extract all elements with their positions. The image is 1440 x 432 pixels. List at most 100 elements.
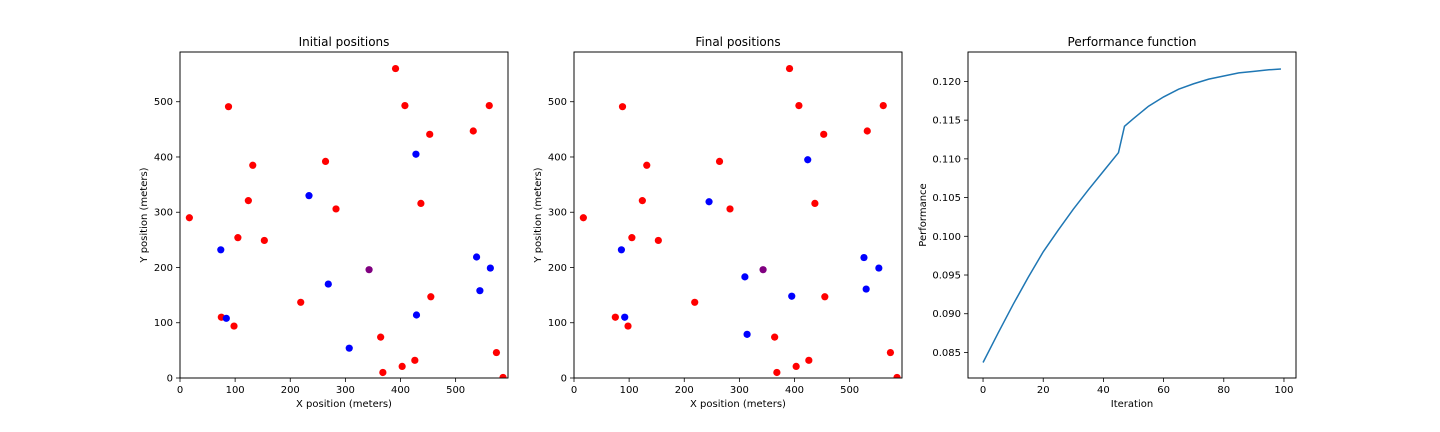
chart-0-series-0-point [426,130,434,138]
chart-0-series-0-point [260,236,268,245]
chart-1-series-0-point [654,236,662,245]
chart-2-xtick-label: 80 [1217,385,1230,396]
chart-0-series-1-point [222,314,230,322]
chart-2-marks [982,68,1281,363]
chart-0-series-0-point [332,205,340,213]
chart-1-series-1-point [621,313,629,321]
chart-0-series-0-point [379,368,387,377]
chart-2-ytick-label: 0.110 [932,154,961,165]
chart-1-series-0-point [611,313,619,321]
chart-0-series-0-point [230,322,238,330]
performance-function-panel: Performance function 0 20 40 60 80 100 0.085 0.0… [918,35,1297,410]
chart-2-ytick-label: 0.115 [932,116,961,127]
chart-0-series-0-point [427,293,435,301]
chart-2-frame [967,51,1297,379]
chart-1-series-0-point [805,356,813,364]
chart-0-series-1-point [217,246,225,254]
chart-0-xtick-label: 200 [281,385,300,396]
chart-0-series-0-point [224,103,233,111]
chart-1-series-0-point [773,368,781,377]
chart-1-plot-area [573,51,903,379]
chart-2-ylabel: Performance [918,183,929,246]
chart-1-xtick-label: 200 [675,385,694,396]
chart-0-ytick-label: 100 [154,318,173,329]
chart-1-series-0-point [785,64,794,73]
chart-1-series-0-point [624,322,632,330]
chart-2-ytick-label: 0.120 [932,77,961,88]
chart-0-series-0-point [321,157,330,166]
chart-0-series-0-point [411,356,419,364]
chart-0-series-0-point [185,214,193,222]
chart-1-series-0-point [643,161,651,169]
chart-1-ytick-label: 500 [548,97,567,108]
chart-1-series-0-point [691,298,699,306]
chart-2-plot-area [967,51,1297,379]
initial-positions-panel: Initial positions 0 100 200 300 400 500 0 100 200… [139,35,509,410]
chart-1-frame [573,51,903,379]
chart-2-ytick-label: 0.100 [932,232,961,243]
chart-0-ytick-label: 0 [167,374,173,385]
chart-0-series-0-point [297,298,305,306]
chart-2-xtick-label: 40 [1097,385,1110,396]
chart-1-series-0-point [579,214,587,222]
chart-1-ylabel: Y position (meters) [533,167,544,263]
chart-1-series-0-point [821,293,829,301]
chart-0-series-1-point [472,253,481,261]
chart-0-xtick-label: 300 [336,385,355,396]
final-positions-panel: Final positions 0 100 200 300 400 500 0 100 200 30… [533,35,903,410]
chart-2-xtick-label: 20 [1037,385,1050,396]
chart-0-series-0-point [244,197,252,205]
chart-2-series-0-line [982,68,1281,363]
chart-1-series-0-point [886,348,895,357]
chart-0-xtick-label: 0 [177,385,183,396]
chart-1-series-1-point [875,264,883,272]
chart-0-title: Initial positions [299,35,390,49]
chart-1-series-0-point [820,130,828,138]
chart-1-series-0-point [893,373,901,378]
chart-0-series-0-point [499,373,507,378]
chart-0-xlabel: X position (meters) [296,399,392,410]
chart-1-xtick-label: 500 [840,385,859,396]
chart-1-ytick-label: 300 [548,208,567,219]
chart-1-series-1-point [617,246,626,254]
chart-1-xlabel: X position (meters) [690,399,786,410]
chart-0-series-0-point [234,234,242,242]
chart-1-series-1-point [741,273,749,281]
chart-2-ytick-label: 0.095 [932,271,961,282]
chart-0-xtick-label: 400 [391,385,410,396]
chart-1-xtick-label: 400 [785,385,804,396]
chart-1-series-0-point [726,205,734,213]
chart-0-series-0-point [377,333,385,341]
chart-0-series-0-point [417,199,425,207]
chart-0-series-1-point [412,150,420,158]
chart-0-ytick-label: 500 [154,97,173,108]
chart-2-ytick-label: 0.085 [932,348,961,359]
chart-0-xtick-label: 100 [226,385,245,396]
chart-0-series-0-point [469,127,477,135]
chart-2-xtick-label: 60 [1157,385,1170,396]
chart-2-ytick-label: 0.090 [932,309,961,320]
chart-1-title: Final positions [695,35,780,49]
chart-1-series-1-point [860,253,868,262]
chart-0-frame [179,51,509,379]
chart-0-series-0-point [249,161,257,169]
chart-0-series-1-point [345,344,353,352]
chart-1-series-1-point [788,292,796,300]
chart-0-series-0-point [398,362,406,370]
chart-1-series-1-point [743,330,751,338]
chart-0-series-2-point [365,266,373,274]
chart-2-xtick-label: 0 [980,385,986,396]
chart-1-xtick-label: 0 [571,385,577,396]
chart-0-plot-area [179,51,509,379]
chart-0-series-0-point [391,64,400,73]
chart-1-series-0-point [715,157,724,166]
chart-1-series-1-point [862,285,870,293]
chart-1-series-0-point [792,362,800,370]
chart-0-series-0-point [401,101,409,110]
chart-1-series-1-point [804,156,812,164]
chart-1-ytick-label: 200 [548,263,567,274]
chart-1-xtick-label: 100 [620,385,639,396]
chart-1-ytick-label: 400 [548,152,567,163]
chart-1-series-0-point [863,127,871,135]
